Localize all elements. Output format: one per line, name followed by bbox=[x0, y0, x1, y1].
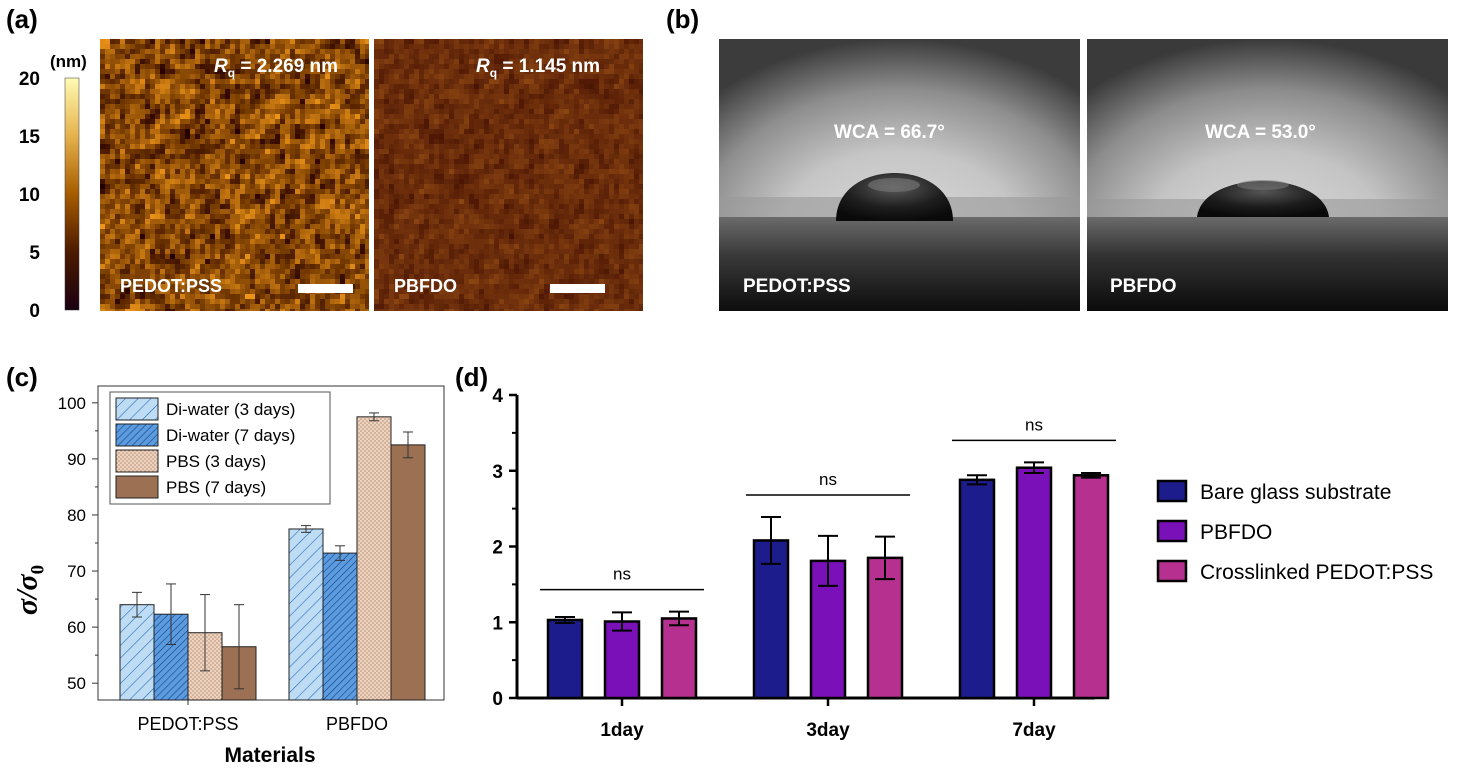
scale-bar bbox=[550, 284, 605, 293]
bar bbox=[322, 552, 358, 701]
legend-label: PBFDO bbox=[1200, 521, 1272, 544]
x-category-label: 3day bbox=[806, 720, 850, 741]
afm-image-pbfdo bbox=[374, 39, 643, 311]
legend-swatch bbox=[1156, 519, 1188, 543]
colorbar-tick-label: 15 bbox=[19, 127, 41, 148]
bar bbox=[546, 618, 584, 700]
bar bbox=[1072, 474, 1110, 700]
wca-value-pbfdo: WCA = 53.0° bbox=[1205, 122, 1316, 143]
y-tick-label: 4 bbox=[492, 386, 503, 407]
afm-image-pedot-pss bbox=[100, 39, 369, 311]
afm-label-pedot-pss: PEDOT:PSS bbox=[120, 276, 223, 296]
y-tick-label: 100 bbox=[58, 394, 86, 413]
bar bbox=[356, 416, 392, 701]
x-category-label: 7day bbox=[1012, 720, 1056, 741]
bar bbox=[809, 559, 847, 700]
colorbar-tick-label: 20 bbox=[19, 69, 40, 90]
y-tick-label: 80 bbox=[67, 506, 86, 525]
colorbar-tick-label: 5 bbox=[29, 243, 40, 264]
scale-bar bbox=[298, 284, 353, 293]
x-category-label: PBFDO bbox=[326, 714, 388, 734]
y-tick-label: 60 bbox=[67, 618, 86, 637]
bar bbox=[958, 478, 996, 700]
chart-c-ylabel: σ/σ0 bbox=[10, 564, 49, 616]
bar bbox=[660, 617, 698, 700]
wca-value-pedot-pss: WCA = 66.7° bbox=[834, 122, 945, 143]
x-category-label: 1day bbox=[600, 720, 644, 741]
colorbar-tick-label: 10 bbox=[19, 185, 40, 206]
colorbar-tick-label: 0 bbox=[29, 301, 40, 322]
legend-label: Bare glass substrate bbox=[1200, 481, 1391, 504]
panel-b-letter: (b) bbox=[666, 4, 700, 34]
y-tick-label: 70 bbox=[67, 562, 86, 581]
wca-label-pbfdo: PBFDO bbox=[1110, 276, 1177, 297]
y-tick-label: 1 bbox=[492, 613, 503, 634]
cytotoxicity-chart: 0 1 2 3 4 1day ns 3day ns 7day ns Bare glass substr… bbox=[492, 386, 1433, 741]
legend-label: PBS (7 days) bbox=[166, 478, 266, 497]
legend-label: Di-water (3 days) bbox=[166, 400, 295, 419]
afm-rq-pedot-pss: Rq = 2.269 nm bbox=[214, 56, 339, 80]
x-category-label: PEDOT:PSS bbox=[137, 714, 238, 734]
significance-label: ns bbox=[613, 565, 631, 584]
colorbar-unit: (nm) bbox=[50, 52, 87, 71]
conductivity-retention-chart: 50 60 70 80 90 100 PEDOT:PSS PBFDO Materials Di-w… bbox=[58, 385, 445, 767]
x-axis-title: Materials bbox=[224, 744, 315, 767]
legend-swatch bbox=[115, 475, 159, 499]
y-tick-label: 0 bbox=[492, 689, 503, 710]
y-tick-label: 2 bbox=[492, 538, 503, 559]
bar bbox=[288, 528, 324, 701]
afm-rq-pbfdo: Rq = 1.145 nm bbox=[476, 56, 601, 80]
y-tick-label: 90 bbox=[67, 450, 86, 469]
y-tick-label: 50 bbox=[67, 674, 86, 693]
bar bbox=[752, 539, 790, 700]
legend-swatch bbox=[1156, 479, 1188, 503]
legend-label: Crosslinked PEDOT:PSS bbox=[1200, 561, 1433, 584]
panel-a-letter: (a) bbox=[6, 4, 38, 34]
legend-swatch bbox=[115, 449, 159, 473]
afm-label-pbfdo: PBFDO bbox=[394, 276, 457, 296]
significance-label: ns bbox=[819, 470, 837, 489]
bar bbox=[1015, 466, 1053, 700]
significance-label: ns bbox=[1025, 415, 1043, 434]
y-tick-label: 3 bbox=[492, 462, 503, 483]
wca-image-pbfdo bbox=[1087, 39, 1448, 311]
wca-label-pedot-pss: PEDOT:PSS bbox=[743, 276, 851, 297]
afm-colorbar: 0 5 10 15 20 bbox=[19, 69, 80, 322]
legend-swatch bbox=[115, 397, 159, 421]
panel-d-letter: (d) bbox=[455, 362, 489, 392]
legend-swatch bbox=[1156, 559, 1188, 583]
legend-label: Di-water (7 days) bbox=[166, 426, 295, 445]
bar bbox=[603, 620, 641, 700]
bar bbox=[390, 444, 426, 701]
bar bbox=[866, 556, 904, 700]
panel-c-letter: (c) bbox=[6, 362, 38, 392]
legend-label: PBS (3 days) bbox=[166, 452, 266, 471]
legend-swatch bbox=[115, 423, 159, 447]
bar bbox=[119, 604, 155, 701]
wca-image-pedot-pss bbox=[719, 39, 1080, 311]
